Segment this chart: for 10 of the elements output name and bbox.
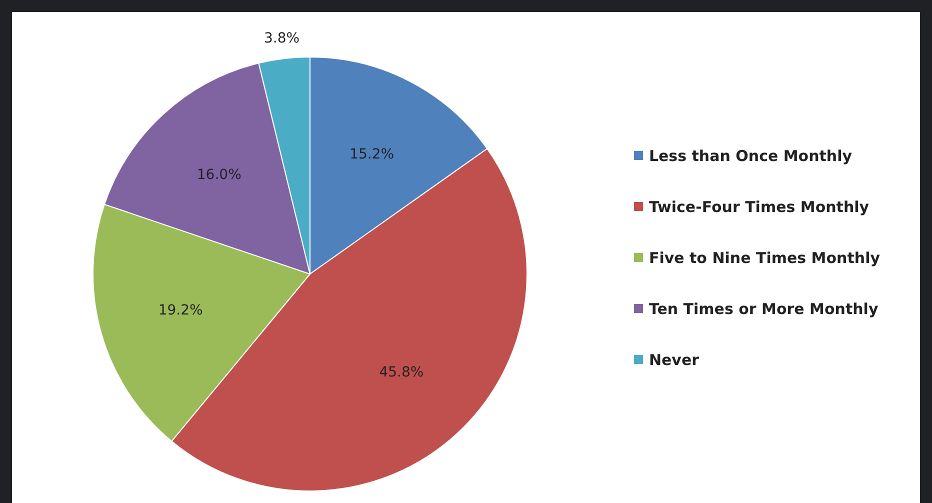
legend-label: Less than Once Monthly <box>648 146 852 164</box>
legend-label: Twice-Four Times Monthly <box>648 198 870 216</box>
legend-label: Ten Times or More Monthly <box>648 300 878 318</box>
legend-label: Five to Nine Times Monthly <box>648 248 880 266</box>
data-label: 16.0% <box>196 166 242 183</box>
data-label: 45.8% <box>379 364 424 381</box>
data-label: 15.2% <box>350 146 394 163</box>
legend-label: Never <box>648 350 700 368</box>
data-label: 19.2% <box>158 302 203 319</box>
data-label: 3.8% <box>264 30 300 47</box>
